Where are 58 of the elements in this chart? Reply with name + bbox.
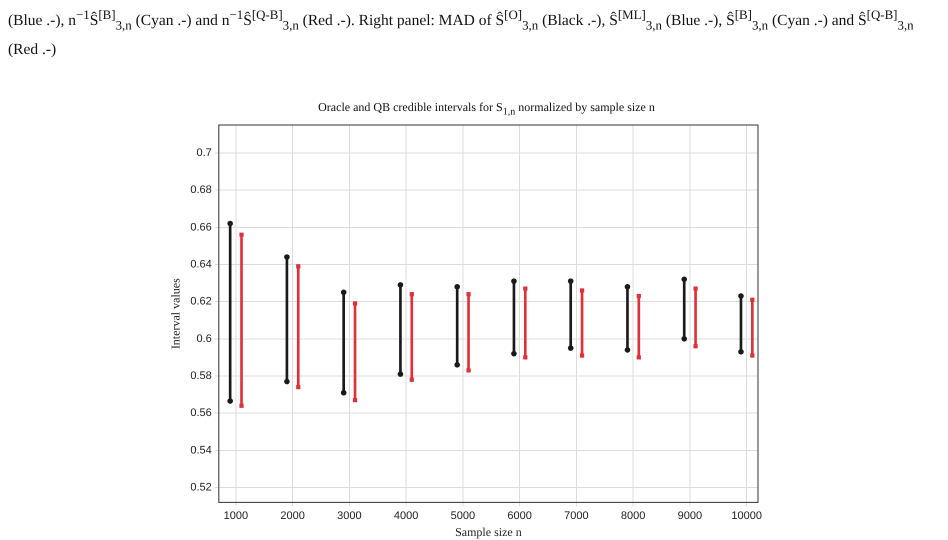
chart-title: Oracle and QB credible intervals for S$_{1,n}$ normalized by sample size n <box>317 100 656 118</box>
point <box>681 276 688 282</box>
point <box>340 390 346 396</box>
x-tick-label: 9000 <box>678 510 702 522</box>
y-tick-label: 0.64 <box>190 258 212 270</box>
x-axis-title: Sample size n <box>455 524 522 539</box>
y-tick-label: 0.62 <box>190 296 212 308</box>
y-tick-label: 0.6 <box>196 332 212 345</box>
y-tick-label: 0.56 <box>190 407 212 420</box>
point <box>636 294 641 298</box>
point <box>454 362 460 368</box>
point <box>398 371 404 377</box>
point <box>624 347 630 353</box>
point <box>466 292 471 296</box>
y-tick-label: 0.66 <box>190 221 212 234</box>
point <box>410 378 414 382</box>
point <box>738 349 744 355</box>
y-tick-label: 0.54 <box>190 444 212 456</box>
x-tick-label: 4000 <box>394 510 418 522</box>
point <box>511 278 517 284</box>
x-tick-label: 6000 <box>507 510 532 522</box>
x-tick-label: 5000 <box>450 510 476 522</box>
x-tick-label: 1000 <box>224 510 248 522</box>
point <box>523 355 528 360</box>
x-tick-label: 3000 <box>337 510 362 522</box>
point <box>624 284 630 290</box>
point <box>454 284 460 290</box>
x-tick-label: 2000 <box>280 510 305 522</box>
point <box>296 264 300 268</box>
x-tick-label: 7000 <box>564 510 589 522</box>
point <box>750 298 754 302</box>
point <box>511 350 517 356</box>
point <box>284 378 290 384</box>
point <box>239 232 244 237</box>
point <box>227 220 233 226</box>
point <box>568 278 574 284</box>
y-tick-label: 0.58 <box>190 370 212 382</box>
point <box>523 286 528 291</box>
x-tick-label: 8000 <box>620 510 646 522</box>
y-tick-label: 0.68 <box>190 184 212 196</box>
point <box>693 344 698 348</box>
point <box>296 385 300 390</box>
point <box>340 290 346 296</box>
point <box>352 398 358 402</box>
point <box>284 254 290 260</box>
point <box>568 345 574 351</box>
point <box>681 336 688 342</box>
x-tick-label: 10000 <box>731 510 762 522</box>
point <box>738 293 744 299</box>
y-tick-label: 0.52 <box>190 482 212 494</box>
y-tick-label: 0.7 <box>196 146 212 159</box>
point <box>410 292 414 296</box>
point <box>239 404 244 408</box>
point <box>636 355 641 360</box>
point <box>227 398 233 404</box>
point <box>398 282 404 288</box>
y-axis-title: Interval values <box>168 278 182 350</box>
point <box>750 353 754 358</box>
